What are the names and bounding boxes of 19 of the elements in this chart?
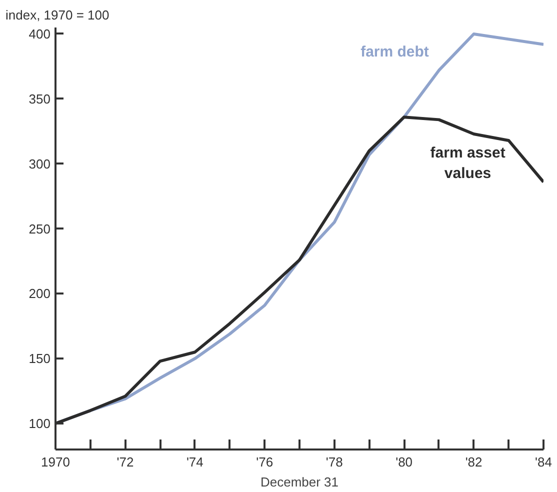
y-tick-label: 100 (28, 416, 51, 432)
y-tick-label: 150 (28, 351, 51, 366)
x-tick-label: '72 (116, 454, 134, 470)
y-axis-title: index, 1970 = 100 (6, 8, 110, 22)
y-tick-label: 300 (28, 156, 51, 172)
y-tick-label: 200 (28, 286, 51, 302)
y-tick-label: 350 (28, 91, 51, 106)
x-tick-label: '78 (326, 454, 343, 470)
series-label: farm asset values (430, 144, 506, 182)
x-tick-label: '82 (465, 454, 482, 470)
x-tick-label: '74 (186, 454, 204, 470)
x-tick-label: '84 (535, 454, 552, 470)
y-tick-label: 400 (28, 26, 51, 42)
x-axis-title: December 31 (260, 474, 339, 490)
y-tick-label: 250 (28, 221, 51, 236)
x-tick-label: '76 (256, 454, 274, 470)
series-label: farm debt (360, 43, 429, 60)
x-tick-label: '80 (396, 454, 413, 470)
x-tick-label: 1970 (41, 454, 70, 470)
